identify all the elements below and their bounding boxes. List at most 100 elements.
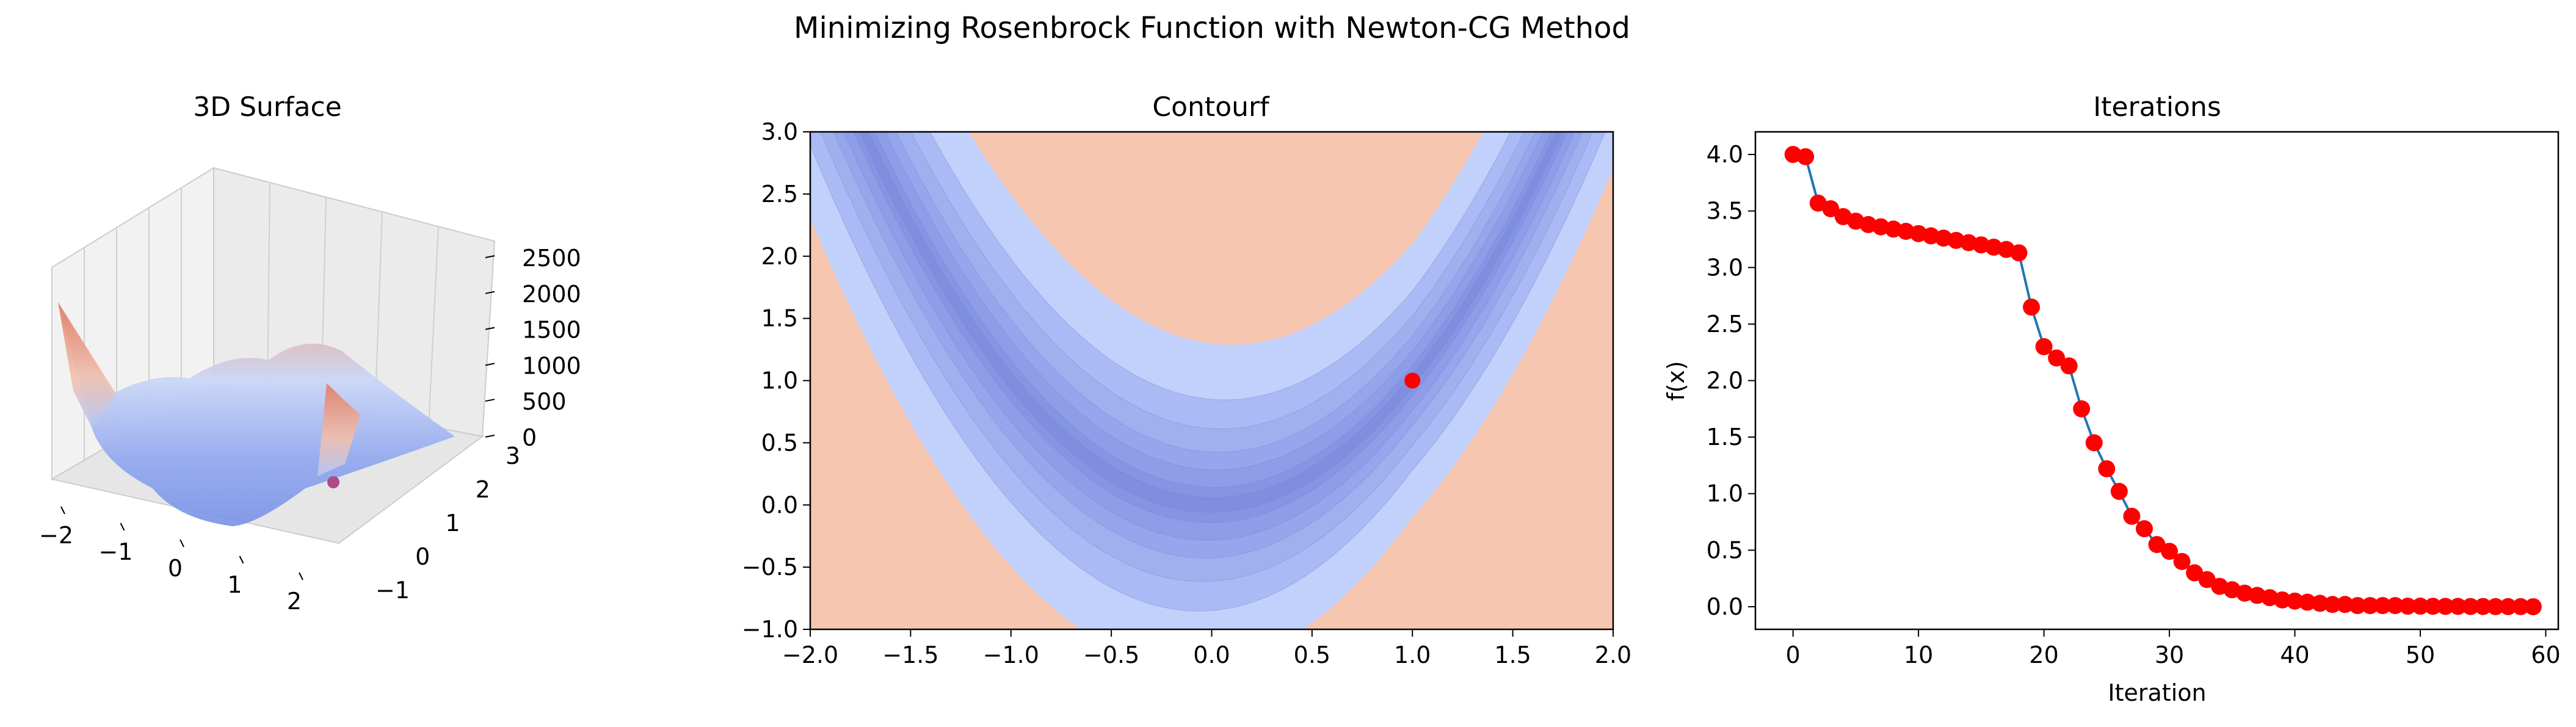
iterations-data-point [2286, 592, 2304, 610]
iterations-xlabel: Iteration [2108, 679, 2206, 706]
iterations-data-point [2374, 597, 2392, 615]
iterations-data-point [2336, 596, 2354, 613]
surface-y-tick-label: 0 [415, 543, 430, 570]
contour-y-tick-label: 3.0 [761, 118, 798, 145]
iterations-data-point [2161, 543, 2179, 560]
iterations-y-tick-label: 1.0 [1707, 480, 1743, 507]
iterations-y-tick-label: 0.5 [1707, 537, 1743, 563]
surface-x-tick [299, 572, 303, 581]
iterations-x-tick-label: 0 [1786, 642, 1801, 668]
iterations-data-point [2311, 595, 2329, 612]
iterations-data-point [2273, 591, 2291, 609]
surface-x-tick-label: −2 [39, 522, 73, 549]
iterations-data-point [2437, 598, 2454, 615]
surface-z-tick-label: 0 [522, 424, 537, 451]
iterations-y-tick-label: 2.0 [1707, 367, 1743, 394]
surface-gridline [428, 226, 439, 427]
contour-level-fill [853, 132, 1568, 523]
iterations-data-point [2023, 298, 2041, 316]
surface-y-tick-label: 3 [506, 443, 520, 469]
iterations-data-point [2010, 244, 2028, 262]
surface-z-tick [485, 327, 495, 330]
contour-x-tick-label: 1.5 [1494, 642, 1531, 668]
iterations-data-point [2186, 564, 2204, 582]
surface-gridline [267, 182, 270, 396]
surface-y-tick-label: −1 [376, 577, 410, 604]
iterations-x-tick-label: 60 [2531, 642, 2560, 668]
surface-mesh [58, 302, 455, 526]
surface-z-tick [485, 435, 495, 438]
iterations-data-point [2198, 571, 2216, 588]
iterations-y-tick-label: 2.5 [1707, 311, 1743, 338]
surface-z-tick [485, 399, 495, 402]
surface-x-tick-label: 1 [227, 571, 242, 598]
contour-y-tick-label: −1.0 [742, 616, 798, 643]
iterations-data-point [2324, 596, 2342, 613]
contour-x-tick-label: −0.5 [1083, 642, 1139, 668]
contour-level-fill [820, 132, 1594, 582]
contour-level-fill [810, 132, 1613, 629]
surface-plot-title: 3D Surface [193, 92, 341, 123]
surface-x-tick-label: −1 [98, 538, 132, 565]
iterations-data-point [2085, 434, 2103, 452]
iterations-y-tick-label: 0.0 [1707, 593, 1743, 620]
iterations-y-tick-label: 3.0 [1707, 254, 1743, 281]
surface-z-tick-label: 2500 [522, 245, 581, 272]
contour-y-tick-label: 0.5 [761, 429, 798, 456]
contour-level-fill [859, 132, 1563, 513]
iterations-data-point [2299, 593, 2317, 611]
iterations-data-point [2048, 349, 2066, 367]
surface-x-tick-label: 0 [168, 555, 183, 582]
iterations-plot-frame [1754, 131, 2560, 631]
iterations-data-point [2361, 597, 2379, 615]
iterations-x-tick-label: 40 [2280, 642, 2309, 668]
surface-x-tick [120, 523, 125, 531]
iterations-x-tick-label: 20 [2029, 642, 2058, 668]
iterations-data-point [2524, 598, 2542, 615]
surface-z-tick-label: 1000 [522, 352, 581, 379]
contour-level-fill [810, 132, 1606, 612]
iterations-data-point [2073, 400, 2091, 418]
iterations-axes: 0 10 20 30 40 50 60 0.0 0.5 1.0 1.5 2.0 2.5 3.0 3.5 4.0 [1707, 141, 2561, 668]
iterations-data-point [2411, 598, 2429, 615]
iterations-data-point [2487, 598, 2505, 615]
surface-z-tick-label: 1500 [522, 317, 581, 344]
surface-z-tick-label: 500 [522, 388, 567, 415]
surface-x-tick [239, 555, 244, 564]
iterations-x-tick-label: 10 [1904, 642, 1933, 668]
iterations-data-point [2349, 597, 2367, 615]
contour-x-tick-label: 0.0 [1193, 642, 1230, 668]
iterations-x-tick-label: 30 [2155, 642, 2184, 668]
contour-y-tick-label: 1.5 [761, 305, 798, 332]
surface-left-horn [58, 302, 116, 427]
iterations-plot-title: Iterations [2093, 92, 2221, 123]
iterations-data-point [2035, 338, 2053, 355]
iterations-data-point [2148, 536, 2166, 554]
contour-y-tick-label: 1.0 [761, 367, 798, 394]
contour-axes: −2.0 −1.5 −1.0 −0.5 0.0 0.5 1.0 1.5 2.0 −1.0 −0.5 0… [742, 118, 1632, 668]
figure-title: Minimizing Rosenbrock Function with Newt… [794, 11, 1630, 45]
contour-y-tick-label: 2.0 [761, 243, 798, 270]
contour-plot-title: Contourf [1152, 92, 1270, 123]
contour-fills [810, 132, 1613, 629]
iterations-data-point [2462, 598, 2480, 615]
surface-x-tick-label: 2 [287, 588, 302, 615]
iterations-data-point [2449, 598, 2467, 615]
iterations-series-points [1784, 146, 2542, 615]
iterations-y-tick-label: 4.0 [1707, 141, 1743, 168]
contour-x-tick-label: −1.0 [983, 642, 1039, 668]
contour-y-tick-label: −0.5 [742, 554, 798, 581]
contour-level-fill [843, 132, 1575, 541]
contour-y-tick-label: 0.0 [761, 491, 798, 518]
contour-x-tick-label: 1.0 [1394, 642, 1431, 668]
iterations-data-point [2399, 598, 2417, 615]
surface-right-horn [317, 383, 360, 476]
iterations-y-tick-label: 3.5 [1707, 198, 1743, 225]
iterations-data-point [1822, 200, 1840, 217]
contour-level-fill [833, 132, 1583, 559]
contour-y-tick-label: 2.5 [761, 181, 798, 208]
iterations-plot-panel: Iterations 0 10 20 30 40 50 60 0.0 0.5 1.0 1.5 2.0 2… [1663, 92, 2561, 706]
